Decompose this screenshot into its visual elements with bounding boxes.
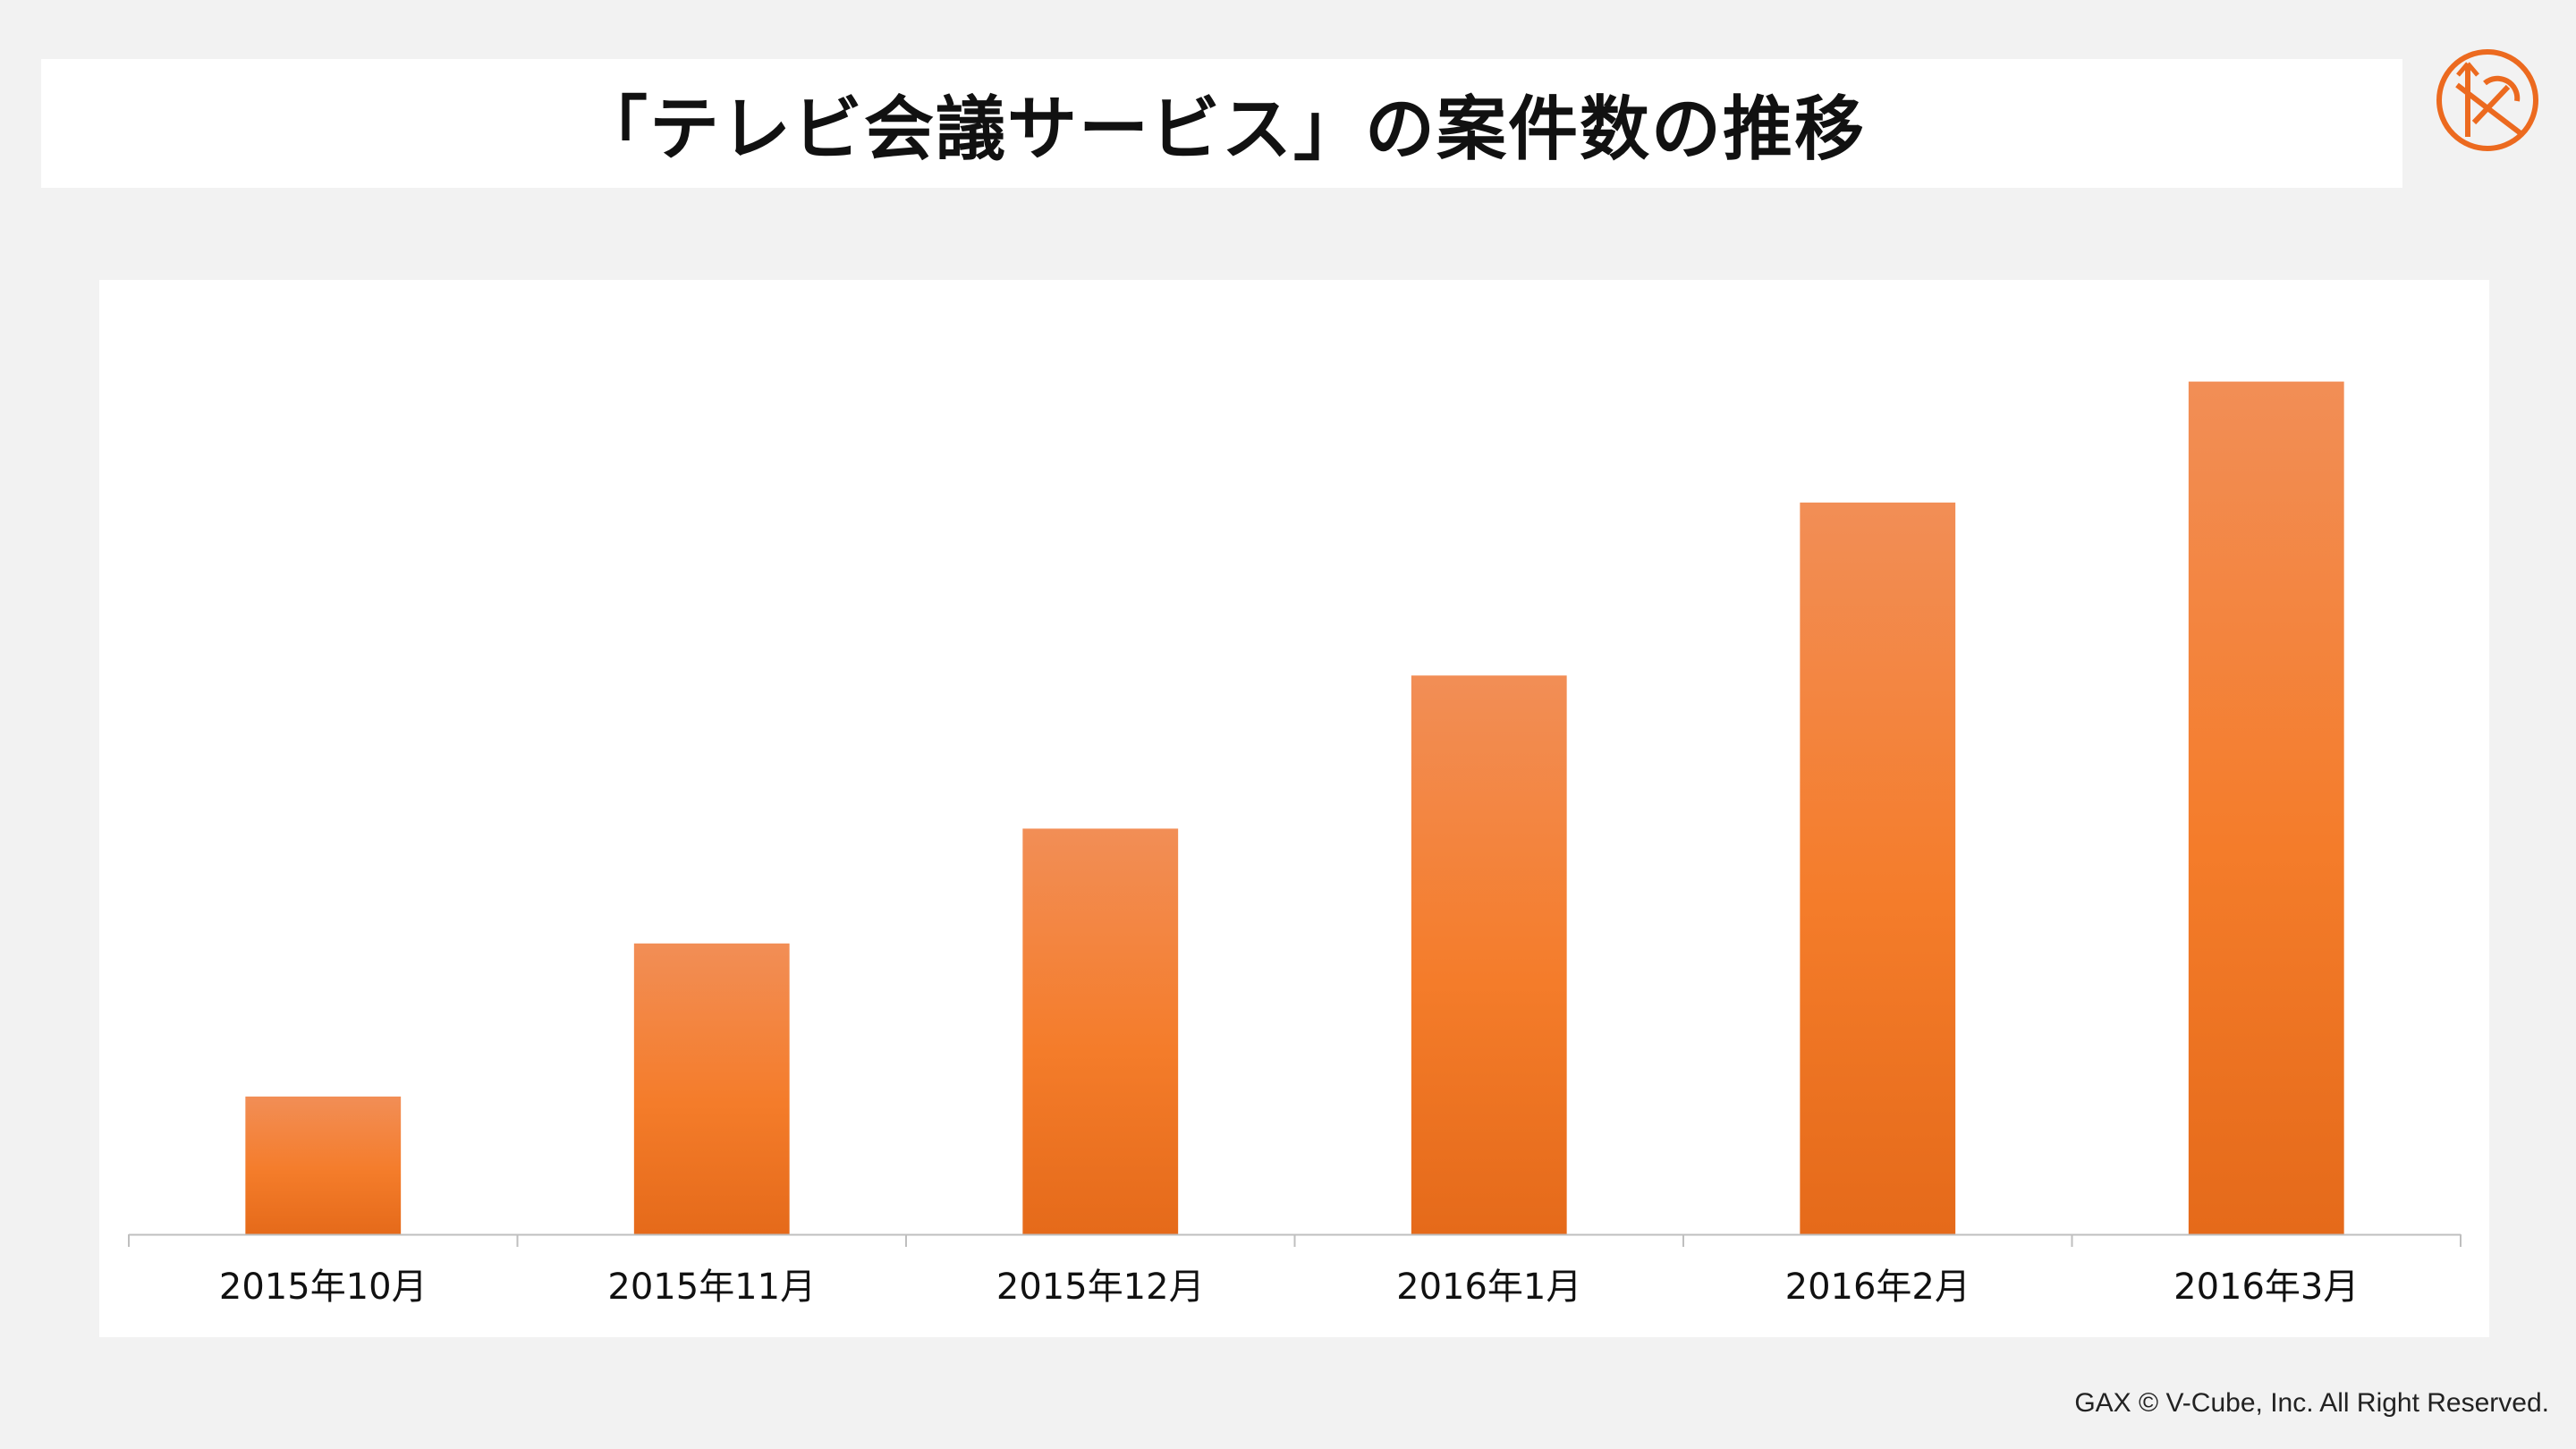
copyright-footer: GAX © V-Cube, Inc. All Right Reserved.: [2074, 1388, 2549, 1418]
x-tick-label: 2015年10月: [219, 1267, 428, 1308]
x-tick-label: 2016年1月: [1396, 1267, 1581, 1308]
bar-4: [1411, 675, 1567, 1234]
bar-2: [633, 943, 790, 1234]
bar-5: [1800, 502, 1956, 1234]
x-tick-label: 2016年2月: [1785, 1267, 1970, 1308]
chart-panel: 2015年10月 2015年11月 2015年12月 2016年1月 2016年2月 20…: [99, 280, 2489, 1337]
x-tick-label: 2015年11月: [607, 1267, 816, 1308]
bar-1: [245, 1096, 402, 1234]
bar-chart: 2015年10月 2015年11月 2015年12月 2016年1月 2016年2月 20…: [128, 381, 2462, 1308]
bar-3: [1022, 828, 1179, 1234]
title-bar: 「テレビ会議サービス」の案件数の推移: [41, 59, 2402, 188]
x-tick-label: 2016年3月: [2174, 1267, 2359, 1308]
x-tick-label: 2015年12月: [996, 1267, 1205, 1308]
bar-6: [2188, 381, 2344, 1234]
gax-logo-icon: [2436, 49, 2538, 151]
page-title: 「テレビ会議サービス」の案件数の推移: [577, 89, 1866, 170]
